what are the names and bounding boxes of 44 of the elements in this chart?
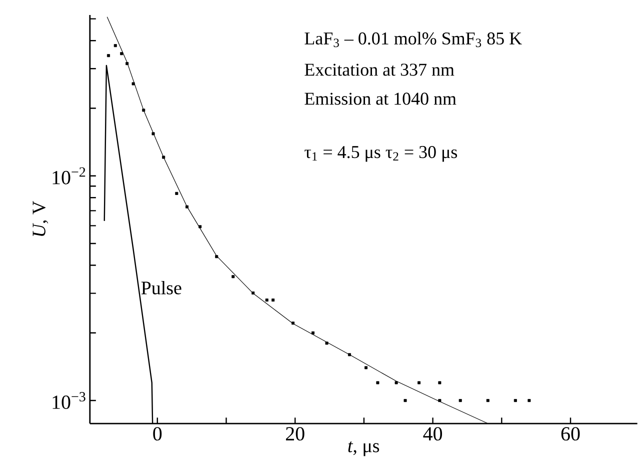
point xyxy=(265,298,268,302)
point xyxy=(311,331,314,334)
point xyxy=(325,341,328,344)
point xyxy=(418,381,421,384)
point xyxy=(348,352,351,356)
x-axis-title: t, μs xyxy=(348,441,380,456)
annotation: Emission at 1040 nm xyxy=(304,92,456,105)
point xyxy=(120,52,124,55)
point xyxy=(252,291,255,294)
annotation: LaF$_{3}$ – 0.01 mol% SmF$_{3}$ 85 K xyxy=(304,32,522,47)
x-tick-label: 20 xyxy=(286,426,304,440)
point xyxy=(404,398,407,402)
point xyxy=(114,44,117,47)
point xyxy=(215,254,218,258)
point xyxy=(376,381,380,384)
x-tick-label: 60 xyxy=(561,426,580,440)
annotation: Excitation at 337 nm xyxy=(304,63,454,76)
x-tick-label: 40 xyxy=(423,426,442,440)
point xyxy=(514,398,517,402)
y-tick-label: 10$^{−2}$ xyxy=(52,167,86,184)
x-tick-label: 0 xyxy=(153,426,162,440)
point xyxy=(106,54,110,57)
point xyxy=(162,156,166,159)
series-label: Pulse xyxy=(141,280,182,294)
point xyxy=(185,205,188,208)
point xyxy=(364,366,368,369)
point xyxy=(142,108,146,112)
y-axis-title: U, V xyxy=(32,200,48,236)
point xyxy=(292,321,295,324)
point xyxy=(438,381,442,384)
point xyxy=(132,82,135,86)
point xyxy=(486,398,490,402)
point xyxy=(175,192,178,195)
point xyxy=(394,381,398,384)
point xyxy=(126,62,129,65)
point xyxy=(198,224,202,228)
point xyxy=(272,298,275,302)
point xyxy=(438,398,442,402)
point xyxy=(458,398,462,402)
point xyxy=(152,132,155,135)
point xyxy=(528,398,531,402)
y-tick-label: 10$^{−3}$ xyxy=(52,392,86,409)
annotation: τ$_{1}$ = 4.5 μs τ$_{2}$ = 30 μs xyxy=(304,146,458,162)
point xyxy=(232,274,235,278)
